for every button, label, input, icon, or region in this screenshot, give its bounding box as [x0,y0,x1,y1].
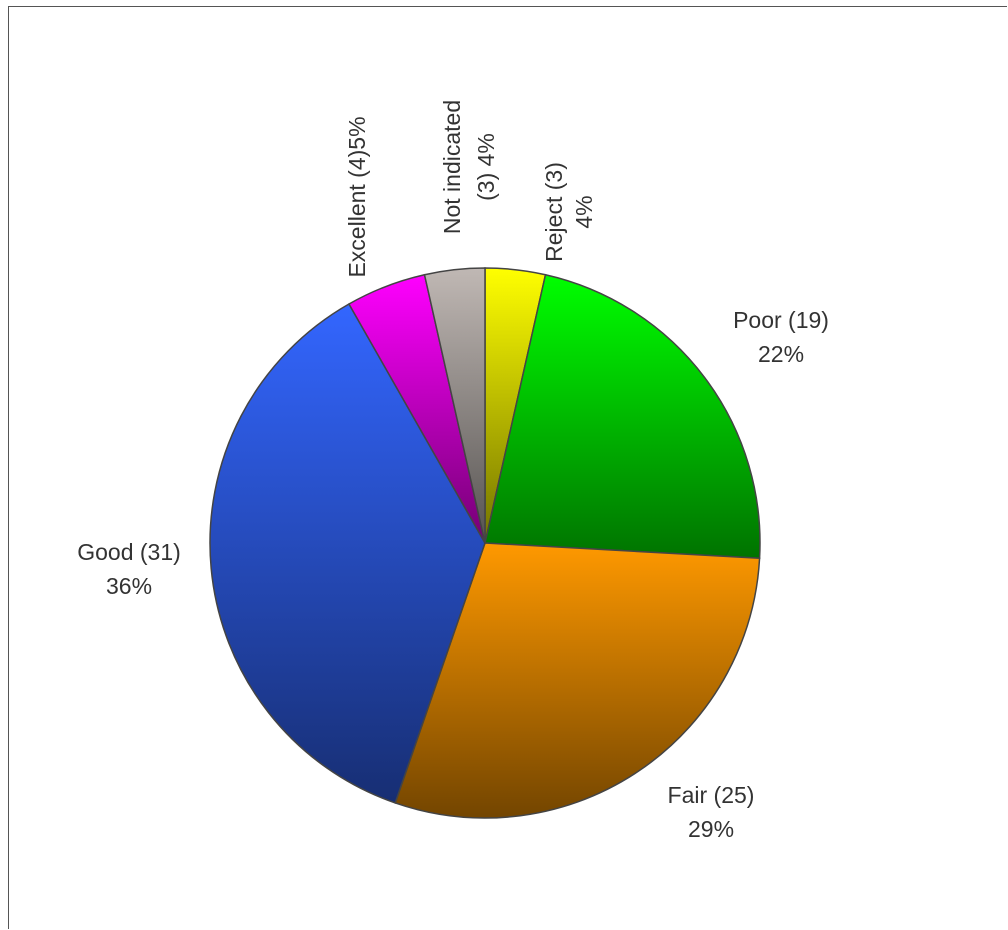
slice-label-not-indicated: Not indicated (3) 4% [439,100,499,234]
pie-slice-fair [394,542,761,819]
pie-slice-not-indicated [423,267,486,544]
pie-chart: Reject (3) 4% Poor (19) 22% Fair (25) 29% Good… [77,100,829,842]
chart-frame: Reject (3) 4% Poor (19) 22% Fair (25) 29% Good… [8,6,1007,929]
pie-slice-poor [484,273,761,560]
pie-slice-good [209,302,486,804]
slice-label-poor: Poor (19) 22% [733,307,829,367]
slice-label-excellent: Excellent (4)5% [344,116,370,277]
slice-label-reject: Reject (3) 4% [541,162,597,262]
slice-label-fair: Fair (25) 29% [668,782,755,842]
slice-label-good: Good (31) 36% [77,539,181,599]
